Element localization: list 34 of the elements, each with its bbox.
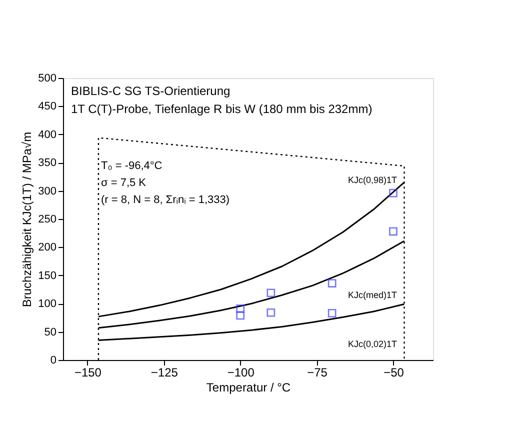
y-tick-label: 400	[38, 128, 56, 141]
text: 1T C(T)-Probe, Tiefenlage R bis W (180 mm bis 232mm)	[71, 102, 372, 116]
annotation: T₀ = -96,4°C	[101, 160, 162, 172]
point	[389, 227, 398, 236]
point	[236, 311, 245, 320]
point	[236, 304, 245, 313]
point	[328, 309, 336, 318]
x-tick-label: −125	[150, 366, 178, 380]
annotation: KJc(0,02)1T	[348, 339, 398, 349]
y-tick-label: 150	[38, 270, 56, 282]
annotation: (r = 8, N = 8, Σrᵢnᵢ = 1,333)	[101, 194, 230, 206]
y-tick-label: 350	[38, 157, 56, 170]
x-tick-label: −100	[227, 366, 255, 380]
point	[266, 308, 276, 317]
y-tick-label: 450	[38, 100, 56, 113]
x-axis-title: Temperatur / °C	[206, 380, 291, 394]
x-tick-label: −150	[74, 366, 102, 380]
point	[389, 188, 398, 198]
y-tick-label: 250	[38, 214, 56, 226]
point	[328, 279, 336, 288]
y-tick-label: 500	[38, 72, 56, 84]
text: BIBLIS-C SG TS-Orientierung	[71, 84, 230, 98]
y-tick-label: 200	[38, 242, 56, 254]
y-tick-label: 50	[44, 326, 56, 338]
x-tick-label: −75	[307, 366, 328, 380]
annotation: σ = 7,5 K	[101, 177, 147, 189]
y-axis-title: Bruchzähigkeit KJc(1T) / MPa√m	[20, 132, 34, 308]
annotation: KJc(med)1T	[348, 290, 398, 300]
y-tick-label: 300	[38, 185, 56, 198]
x-tick-label: −50	[384, 366, 404, 380]
annotation: KJc(0,98)1T	[348, 175, 398, 185]
y-tick-label: 100	[38, 298, 56, 310]
y-tick-label: 0	[50, 354, 56, 366]
point	[266, 288, 276, 298]
